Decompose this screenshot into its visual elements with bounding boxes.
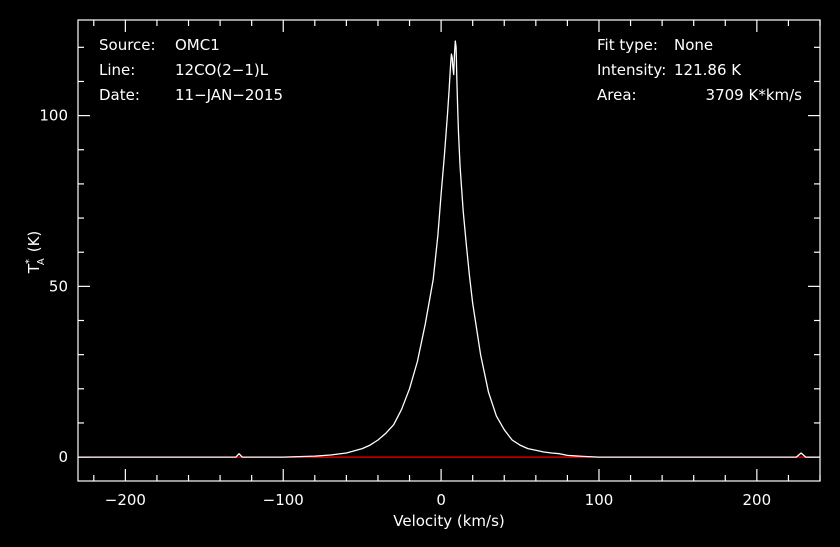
line-label: Line:: [99, 61, 135, 79]
x-tick-label: −200: [105, 491, 146, 509]
y-tick-label: 0: [58, 448, 68, 466]
fit-type-value: None: [674, 36, 713, 54]
intensity-label: Intensity:: [597, 61, 666, 79]
area-value: 3709 K*km/s: [706, 86, 803, 104]
y-axis-label-sup: *: [24, 259, 35, 264]
line-value: 12CO(2−1)L: [175, 61, 269, 79]
x-tick-label: −100: [263, 491, 304, 509]
y-axis-label-main: T: [25, 263, 43, 274]
y-tick-label: 100: [39, 107, 68, 125]
x-tick-label: 100: [585, 491, 614, 509]
svg-text:T*A(K): T*A (K): [24, 231, 47, 275]
x-axis-label: Velocity (km/s): [393, 512, 504, 530]
intensity-value: 121.86 K: [674, 61, 742, 79]
date-value: 11−JAN−2015: [175, 86, 283, 104]
y-axis-label: T*A (K): [24, 231, 47, 275]
y-axis-label-unit: (K): [25, 231, 43, 253]
area-label: Area:: [597, 86, 637, 104]
plot-frame: [77, 19, 821, 482]
date-label: Date:: [99, 86, 140, 104]
x-tick-label: 200: [743, 491, 772, 509]
header-info: Source: OMC1 Line: 12CO(2−1)L Date: 11−J…: [99, 36, 802, 104]
axis-tick-labels: −200 −100 0 100 200 0 50 100: [39, 107, 771, 509]
y-axis-label-sub: A: [36, 258, 47, 265]
y-tick-label: 50: [49, 277, 68, 295]
x-tick-label: 0: [436, 491, 446, 509]
source-value: OMC1: [175, 36, 220, 54]
source-label: Source:: [99, 36, 156, 54]
fit-type-label: Fit type:: [597, 36, 658, 54]
spectrum-line: [78, 40, 820, 458]
